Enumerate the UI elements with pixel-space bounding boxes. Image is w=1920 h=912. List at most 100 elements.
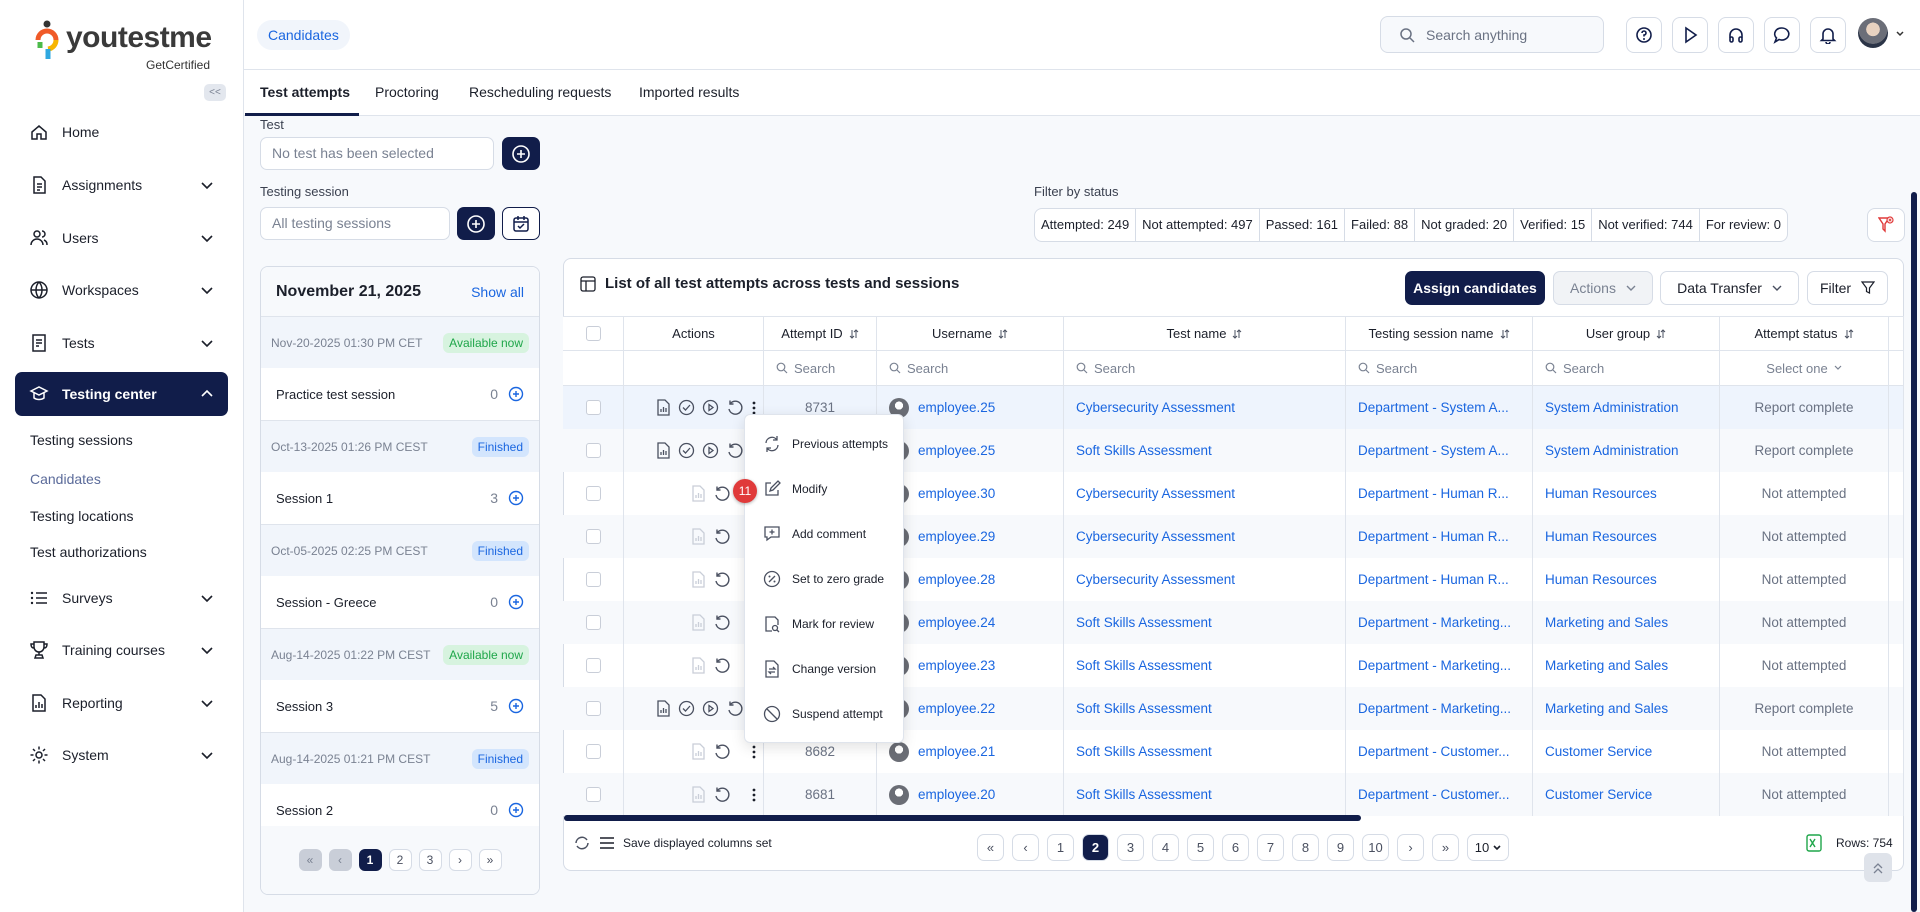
session-item[interactable]: Nov-20-2025 01:30 PM CET Available now Pr… xyxy=(261,317,539,421)
data-transfer-dropdown[interactable]: Data Transfer xyxy=(1660,271,1799,305)
chevron-down-icon[interactable] xyxy=(200,643,214,657)
status-filter-chip[interactable]: Not verified: 744 xyxy=(1592,209,1700,241)
sort-icon[interactable] xyxy=(849,328,859,339)
breadcrumb[interactable]: Candidates xyxy=(257,20,350,50)
sidebar-item-reporting[interactable]: Reporting xyxy=(15,681,228,725)
save-columns-link[interactable]: Save displayed columns set xyxy=(623,836,772,850)
sidebar-item-assignments[interactable]: Assignments xyxy=(15,163,228,207)
bell-button[interactable] xyxy=(1810,17,1846,53)
column-filter-input[interactable]: Search xyxy=(764,351,877,385)
more-vertical-icon[interactable] xyxy=(751,744,757,760)
test-name-link[interactable]: Cybersecurity Assessment xyxy=(1064,386,1346,429)
report-icon[interactable] xyxy=(691,485,706,502)
prev-page-button[interactable]: ‹ xyxy=(328,849,352,871)
session-name-link[interactable]: Department - Customer... xyxy=(1346,730,1533,773)
username-link[interactable]: employee.25 xyxy=(918,443,996,458)
column-filter-input[interactable]: Search xyxy=(1064,351,1346,385)
chevron-down-icon[interactable] xyxy=(200,336,214,350)
chevron-down-icon[interactable] xyxy=(1895,30,1905,38)
username-link[interactable]: employee.21 xyxy=(918,744,996,759)
session-name-link[interactable]: Department - Marketing... xyxy=(1346,687,1533,730)
row-checkbox[interactable] xyxy=(585,400,601,415)
username-link[interactable]: employee.29 xyxy=(918,529,996,544)
user-group-link[interactable]: Customer Service xyxy=(1533,730,1720,773)
page-button[interactable]: 2 xyxy=(388,849,412,871)
sort-icon[interactable] xyxy=(1656,328,1666,339)
plus-circle-icon[interactable] xyxy=(508,386,524,402)
report-icon[interactable] xyxy=(656,442,671,459)
table-row[interactable]: 8731 employee.25 Cybersecurity Assessmen… xyxy=(563,386,1904,429)
test-name-link[interactable]: Cybersecurity Assessment xyxy=(1064,558,1346,601)
tab-rescheduling-requests[interactable]: Rescheduling requests xyxy=(469,84,612,100)
reset-icon[interactable] xyxy=(573,834,591,852)
username-link[interactable]: employee.30 xyxy=(918,486,996,501)
username-link[interactable]: employee.23 xyxy=(918,658,996,673)
scroll-to-top-button[interactable] xyxy=(1864,853,1892,882)
reset-attempt-icon[interactable] xyxy=(713,786,731,804)
page-button[interactable]: 1 xyxy=(1047,834,1074,861)
test-name-link[interactable]: Cybersecurity Assessment xyxy=(1064,515,1346,558)
play-button[interactable] xyxy=(1672,17,1708,53)
test-name-link[interactable]: Soft Skills Assessment xyxy=(1064,773,1346,816)
status-filter-chip[interactable]: For review: 0 xyxy=(1705,217,1781,232)
check-circle-icon[interactable] xyxy=(678,399,695,416)
first-page-button[interactable]: « xyxy=(298,849,322,871)
user-group-link[interactable]: Marketing and Sales xyxy=(1533,601,1720,644)
chevron-down-icon[interactable] xyxy=(200,696,214,710)
play-circle-icon[interactable] xyxy=(702,399,719,416)
column-header[interactable]: Test name xyxy=(1064,317,1346,350)
sidebar-subitem-testing-locations[interactable]: Testing locations xyxy=(30,508,134,524)
chevron-up-icon[interactable] xyxy=(200,387,214,401)
session-name-link[interactable]: Department - Customer... xyxy=(1346,773,1533,816)
logo[interactable]: youtestme GetCertified xyxy=(34,20,214,74)
test-name-link[interactable]: Soft Skills Assessment xyxy=(1064,601,1346,644)
sort-icon[interactable] xyxy=(1844,328,1854,339)
actions-dropdown[interactable]: Actions xyxy=(1553,271,1653,305)
report-icon[interactable] xyxy=(691,614,706,631)
user-group-link[interactable]: Human Resources xyxy=(1533,515,1720,558)
reset-attempt-icon[interactable] xyxy=(713,743,731,761)
next-page-button[interactable]: › xyxy=(448,849,472,871)
reset-attempt-icon[interactable] xyxy=(726,442,744,460)
status-filter-chip[interactable]: Verified: 15 xyxy=(1514,209,1593,241)
table-row[interactable]: employee.23 Soft Skills Assessment Depar… xyxy=(563,644,1904,687)
page-button[interactable]: 8 xyxy=(1292,834,1319,861)
last-page-button[interactable]: » xyxy=(1432,834,1459,861)
menu-item-modify[interactable]: Modify xyxy=(763,480,827,498)
status-filter-chip[interactable]: Attempted: 249 xyxy=(1035,209,1137,241)
status-filter-chip[interactable]: Not graded: 20 xyxy=(1415,209,1515,241)
reset-attempt-icon[interactable] xyxy=(713,528,731,546)
row-checkbox[interactable] xyxy=(585,572,601,587)
report-icon[interactable] xyxy=(656,399,671,416)
session-name-link[interactable]: Department - Human R... xyxy=(1346,472,1533,515)
user-group-link[interactable]: Customer Service xyxy=(1533,773,1720,816)
page-button[interactable]: 5 xyxy=(1187,834,1214,861)
reset-attempt-icon[interactable] xyxy=(726,700,744,718)
user-group-link[interactable]: Human Resources xyxy=(1533,558,1720,601)
page-button[interactable]: 7 xyxy=(1257,834,1284,861)
user-group-link[interactable]: Marketing and Sales xyxy=(1533,644,1720,687)
report-icon[interactable] xyxy=(691,657,706,674)
user-group-link[interactable]: System Administration xyxy=(1533,386,1720,429)
row-checkbox[interactable] xyxy=(585,744,601,759)
report-icon[interactable] xyxy=(656,700,671,717)
sidebar-item-tests[interactable]: Tests xyxy=(15,321,228,365)
plus-circle-icon[interactable] xyxy=(508,594,524,610)
column-header[interactable]: Attempt status xyxy=(1720,317,1889,350)
chevron-down-icon[interactable] xyxy=(200,591,214,605)
report-icon[interactable] xyxy=(691,571,706,588)
page-button[interactable]: 9 xyxy=(1327,834,1354,861)
plus-circle-icon[interactable] xyxy=(508,490,524,506)
page-size-select[interactable]: 10 xyxy=(1467,834,1509,861)
sidebar-item-testing-center[interactable]: Testing center xyxy=(15,372,228,416)
filter-button[interactable]: Filter xyxy=(1807,271,1888,305)
column-header[interactable]: Testing session name xyxy=(1346,317,1533,350)
menu-item-previous-attempts[interactable]: Previous attempts xyxy=(763,435,888,453)
check-circle-icon[interactable] xyxy=(678,700,695,717)
show-all-link[interactable]: Show all xyxy=(471,283,524,300)
sidebar-subitem-candidates[interactable]: Candidates xyxy=(30,471,101,487)
column-filter-input[interactable]: Search xyxy=(877,351,1064,385)
status-filter-chip[interactable]: Passed: 161 xyxy=(1260,209,1346,241)
column-filter-input[interactable]: Search xyxy=(1346,351,1533,385)
sidebar-item-workspaces[interactable]: Workspaces xyxy=(15,268,228,312)
